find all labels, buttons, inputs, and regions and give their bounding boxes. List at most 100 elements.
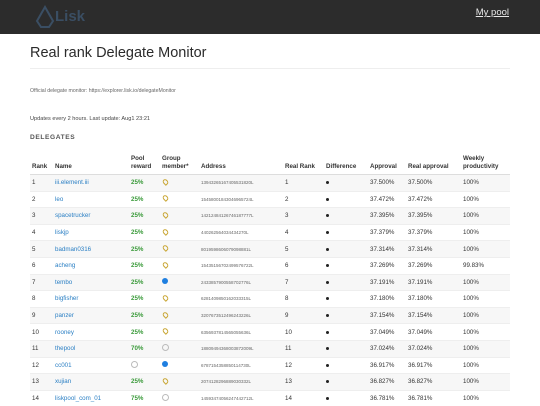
real-approval-cell: 37.269%: [408, 262, 433, 270]
productivity-cell: 100%: [463, 345, 479, 353]
pool-reward: 25%: [131, 229, 144, 237]
delegate-name-link[interactable]: bigfisher: [55, 295, 79, 303]
address-cell: 2433857900558702776L: [201, 279, 252, 285]
col-name[interactable]: Name: [53, 150, 129, 175]
delegate-name-link[interactable]: liskpool_com_01: [55, 395, 102, 403]
page-title: Real rank Delegate Monitor: [30, 45, 207, 61]
real-rank-cell: 6: [285, 262, 289, 270]
delegate-name-link[interactable]: thepool: [55, 345, 76, 353]
real-rank-cell: 7: [285, 278, 289, 286]
update-info: Updates every 2 hours. Last update: Aug1…: [30, 116, 151, 122]
empty-circle-icon: [162, 394, 169, 402]
group-pin-icon: [161, 211, 170, 219]
section-label: DELEGATES: [30, 134, 76, 141]
group-pin-icon: [161, 227, 170, 236]
approval-cell: 37.395%: [370, 212, 395, 220]
rank-cell: 6: [32, 262, 36, 270]
col-pool-reward[interactable]: Pool reward: [129, 150, 160, 175]
col-weekly-productivity[interactable]: Weekly productivity: [461, 150, 510, 175]
table-row: 10 rooney 25% 6356937814565055636L 10 37.049%…: [30, 323, 510, 341]
official-monitor-text: Official delegate monitor: https://explo…: [30, 88, 176, 94]
difference-dot-icon: [326, 297, 329, 301]
address-cell: 14212484126746187777L: [201, 213, 254, 219]
my-pool-link[interactable]: My pool: [475, 7, 509, 18]
approval-cell: 36.917%: [370, 361, 395, 369]
real-rank-cell: 3: [285, 212, 289, 220]
rank-cell: 9: [32, 312, 36, 320]
address-cell: 6281409850162033315L: [201, 296, 252, 302]
approval-cell: 37.191%: [370, 278, 395, 286]
rank-cell: 13: [32, 378, 39, 386]
real-rank-cell: 1: [285, 179, 289, 187]
group-pin-icon: [161, 377, 170, 385]
delegate-name-link[interactable]: iii.element.iii: [55, 179, 89, 187]
delegate-name-link[interactable]: panzer: [55, 312, 74, 320]
difference-dot-icon: [326, 214, 329, 218]
table-row: 8 bigfisher 25% 6281409850162033315L 8 37.180…: [30, 290, 510, 308]
table-row: 3 spacetrucker 25% 14212484126746187777L 3 37…: [30, 207, 510, 225]
delegate-name-link[interactable]: rooney: [55, 328, 74, 336]
table-row: 1 iii.element.iii 25% 13943265167405531820L…: [30, 174, 510, 192]
rank-cell: 2: [32, 195, 36, 203]
delegate-name-link[interactable]: cc001: [55, 361, 72, 369]
pool-reward: 25%: [131, 212, 144, 220]
table-header-row: Rank Name Pool reward Group member* Addr…: [30, 150, 510, 175]
col-group-member[interactable]: Group member*: [160, 150, 199, 175]
delegate-name-link[interactable]: spacetrucker: [55, 212, 91, 220]
real-approval-cell: 37.379%: [408, 229, 433, 237]
delegate-name-link[interactable]: xujian: [55, 378, 72, 386]
real-approval-cell: 37.180%: [408, 295, 433, 303]
difference-dot-icon: [326, 197, 329, 201]
rank-cell: 3: [32, 212, 36, 220]
col-real-rank[interactable]: Real Rank: [283, 150, 324, 175]
col-address[interactable]: Address: [199, 150, 283, 175]
productivity-cell: 100%: [463, 361, 479, 369]
real-approval-cell: 37.154%: [408, 312, 433, 320]
col-real-approval[interactable]: Real approval: [406, 150, 461, 175]
real-approval-cell: 36.827%: [408, 378, 433, 386]
col-difference[interactable]: Difference: [324, 150, 368, 175]
group-pin-icon: [161, 244, 170, 253]
difference-dot-icon: [326, 280, 329, 284]
col-rank[interactable]: Rank: [30, 150, 53, 175]
address-cell: 3207673512496243226L: [201, 313, 252, 319]
productivity-cell: 100%: [463, 328, 479, 336]
approval-cell: 37.500%: [370, 179, 395, 187]
delegate-name-link[interactable]: tembo: [55, 278, 73, 286]
table-row: 11 thepool 70% 18809494368003872009L 11 37.02…: [30, 339, 510, 358]
lisk-logo-icon[interactable]: [33, 5, 83, 29]
productivity-cell: 100%: [463, 229, 479, 237]
pool-reward: 25%: [131, 328, 144, 336]
approval-cell: 37.024%: [370, 345, 395, 353]
real-rank-cell: 8: [285, 295, 289, 303]
productivity-cell: 100%: [463, 278, 479, 286]
navbar: Lisk My pool: [0, 0, 540, 34]
delegate-name-link[interactable]: leo: [55, 195, 64, 203]
approval-cell: 37.154%: [370, 312, 395, 320]
delegate-name-link[interactable]: badman0316: [55, 245, 92, 253]
logo-text[interactable]: Lisk: [55, 8, 86, 25]
delegate-name-link[interactable]: liskjp: [55, 229, 69, 237]
real-approval-cell: 37.024%: [408, 345, 433, 353]
rank-cell: 10: [32, 328, 39, 336]
difference-dot-icon: [326, 397, 329, 401]
delegate-name-link[interactable]: acheng: [55, 262, 76, 270]
difference-dot-icon: [326, 314, 329, 318]
rank-cell: 5: [32, 245, 36, 253]
approval-cell: 37.180%: [370, 295, 395, 303]
rank-cell: 1: [32, 179, 36, 187]
real-approval-cell: 37.191%: [408, 278, 433, 286]
difference-dot-icon: [326, 363, 329, 367]
approval-cell: 36.781%: [370, 395, 395, 403]
col-approval[interactable]: Approval: [368, 150, 406, 175]
rank-cell: 8: [32, 295, 36, 303]
pool-reward: 25%: [131, 295, 144, 303]
difference-dot-icon: [326, 330, 329, 334]
pool-reward: 25%: [131, 195, 144, 203]
empty-circle-icon: [162, 344, 169, 352]
empty-circle-icon: [131, 360, 138, 368]
group-pin-icon: [161, 327, 170, 336]
real-rank-cell: 11: [285, 345, 292, 353]
approval-cell: 36.827%: [370, 378, 395, 386]
address-cell: 14593474056247442712L: [201, 396, 254, 402]
